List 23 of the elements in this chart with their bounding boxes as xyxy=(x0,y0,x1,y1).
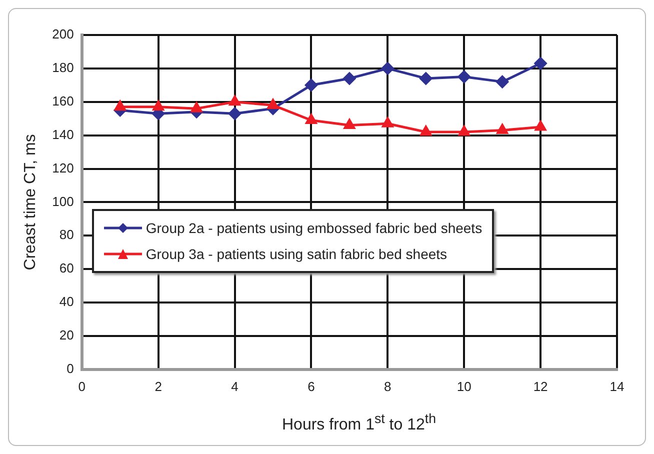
y-tick-label: 60 xyxy=(59,260,74,276)
y-tick-label: 180 xyxy=(52,60,74,76)
x-tick-label: 2 xyxy=(154,378,162,394)
y-tick-label: 140 xyxy=(52,126,74,142)
legend-label: Group 3a - patients using satin fabric bed sheets xyxy=(146,246,448,262)
y-tick-label: 200 xyxy=(52,26,74,42)
x-tick-label: 6 xyxy=(308,378,315,394)
y-tick-label: 120 xyxy=(52,160,74,176)
x-tick-label: 14 xyxy=(610,378,624,394)
x-tick-label: 4 xyxy=(231,378,238,394)
x-tick-label: 8 xyxy=(384,378,392,394)
x-tick-label: 0 xyxy=(78,378,86,394)
x-tick-label: 12 xyxy=(533,378,548,394)
legend-label: Group 2a - patients using embossed fabric bed sheets xyxy=(146,220,482,236)
y-axis-title: Creast time CT, ms xyxy=(22,134,40,270)
y-tick-label: 80 xyxy=(59,227,74,242)
x-axis-title: Hours from 1$^{st}$ to 12$^{th}$ xyxy=(281,411,437,434)
y-tick-label: 0 xyxy=(66,360,74,376)
x-tick-label: 10 xyxy=(456,378,472,394)
y-tick-label: 100 xyxy=(52,194,74,209)
y-tick-label: 40 xyxy=(59,294,74,310)
y-tick-label: 20 xyxy=(59,328,74,343)
y-tick-label: 160 xyxy=(52,93,74,108)
